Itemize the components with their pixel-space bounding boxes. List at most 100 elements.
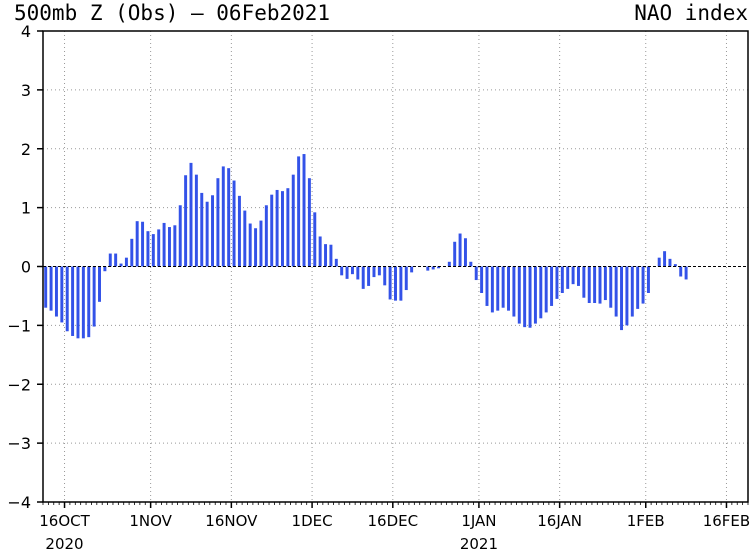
- x-tick-label: 16NOV: [205, 512, 258, 530]
- bar: [571, 266, 575, 285]
- bar: [453, 241, 457, 267]
- bar: [243, 210, 247, 267]
- bar: [162, 222, 166, 267]
- bar: [281, 191, 284, 267]
- y-tick-label: 2: [21, 140, 31, 159]
- bar: [560, 266, 564, 293]
- bar: [356, 266, 360, 280]
- bar: [340, 266, 344, 276]
- bar: [151, 234, 155, 267]
- bar: [124, 257, 128, 267]
- bar: [324, 244, 328, 267]
- x-tick-label: 1NOV: [129, 512, 172, 530]
- bar: [367, 266, 371, 286]
- x-tick-label: 16DEC: [368, 512, 419, 530]
- bar: [313, 212, 317, 267]
- bar: [566, 266, 570, 289]
- bar: [119, 263, 123, 267]
- bar: [641, 266, 645, 304]
- bar: [275, 189, 279, 267]
- bar: [388, 266, 392, 300]
- y-tick-label: 1: [21, 199, 31, 218]
- bar: [684, 266, 688, 280]
- bar: [205, 201, 209, 267]
- bar: [108, 253, 112, 267]
- y-tick-label: −4: [7, 493, 31, 512]
- bar: [81, 266, 85, 339]
- bar: [270, 194, 274, 267]
- bar: [286, 188, 290, 267]
- bar: [318, 236, 322, 267]
- x-tick-label: 16FEB: [703, 512, 750, 530]
- bar: [71, 266, 75, 336]
- bar: [523, 266, 527, 328]
- chart-title: 500mb Z (Obs) — 06Feb2021: [14, 1, 330, 25]
- bar: [383, 266, 387, 286]
- bar: [437, 266, 441, 269]
- bar: [264, 205, 268, 267]
- bar: [528, 266, 532, 328]
- bar: [625, 266, 629, 326]
- bar: [507, 266, 510, 311]
- x-tick-label: 16JAN: [537, 512, 582, 530]
- bar: [334, 258, 338, 267]
- bar: [141, 221, 145, 267]
- bar: [54, 266, 58, 317]
- x-tick-label: 16OCT: [39, 512, 90, 530]
- bar: [490, 266, 494, 313]
- bar: [135, 221, 139, 267]
- bar: [184, 175, 188, 267]
- bar: [663, 251, 667, 267]
- bar: [377, 266, 381, 276]
- bar: [227, 168, 231, 267]
- y-tick-label: 0: [21, 258, 31, 277]
- bar: [167, 227, 171, 267]
- y-tick-label: 3: [21, 81, 31, 100]
- bar: [291, 174, 295, 267]
- bar: [49, 266, 53, 311]
- bar: [60, 266, 64, 323]
- bar: [517, 266, 521, 324]
- x-tick-year-label: 2021: [460, 535, 498, 553]
- bar: [533, 266, 537, 324]
- bar: [474, 266, 478, 281]
- bar: [587, 266, 591, 304]
- bar: [307, 178, 311, 267]
- bar: [614, 266, 618, 317]
- bar: [87, 266, 91, 338]
- bar: [173, 225, 177, 267]
- bar: [361, 266, 365, 289]
- bar: [189, 162, 193, 267]
- bar: [65, 266, 69, 332]
- bars-group: [44, 154, 688, 339]
- y-tick-label: 4: [21, 22, 31, 41]
- bar: [130, 238, 134, 267]
- x-axis: 16OCT 2020 1NOV 16NOV 1DEC 16DEC 1JAN 2021 16JAN…: [39, 502, 750, 553]
- x-tick-label: 1DEC: [292, 512, 333, 530]
- bar: [350, 266, 354, 275]
- bar: [469, 261, 473, 267]
- y-axis: −4 −3 −2 −1 0 1 2 3 4: [7, 22, 43, 512]
- bar: [431, 266, 435, 270]
- bar: [480, 266, 484, 293]
- bar: [544, 266, 548, 313]
- bar: [329, 244, 333, 267]
- bar: [555, 266, 559, 299]
- bar: [679, 266, 683, 277]
- bar: [254, 228, 258, 267]
- bar: [673, 264, 677, 267]
- x-tick-label: 1JAN: [461, 512, 496, 530]
- bar: [372, 266, 376, 278]
- y-tick-label: −1: [7, 316, 31, 335]
- bar: [458, 233, 462, 267]
- bar: [232, 180, 236, 267]
- bar: [485, 266, 489, 306]
- grid-lines: [43, 31, 748, 502]
- bar: [394, 266, 397, 301]
- y-tick-label: −3: [7, 434, 31, 453]
- bar: [630, 266, 634, 317]
- bar: [237, 195, 241, 267]
- bar: [539, 266, 543, 319]
- bar: [345, 266, 349, 279]
